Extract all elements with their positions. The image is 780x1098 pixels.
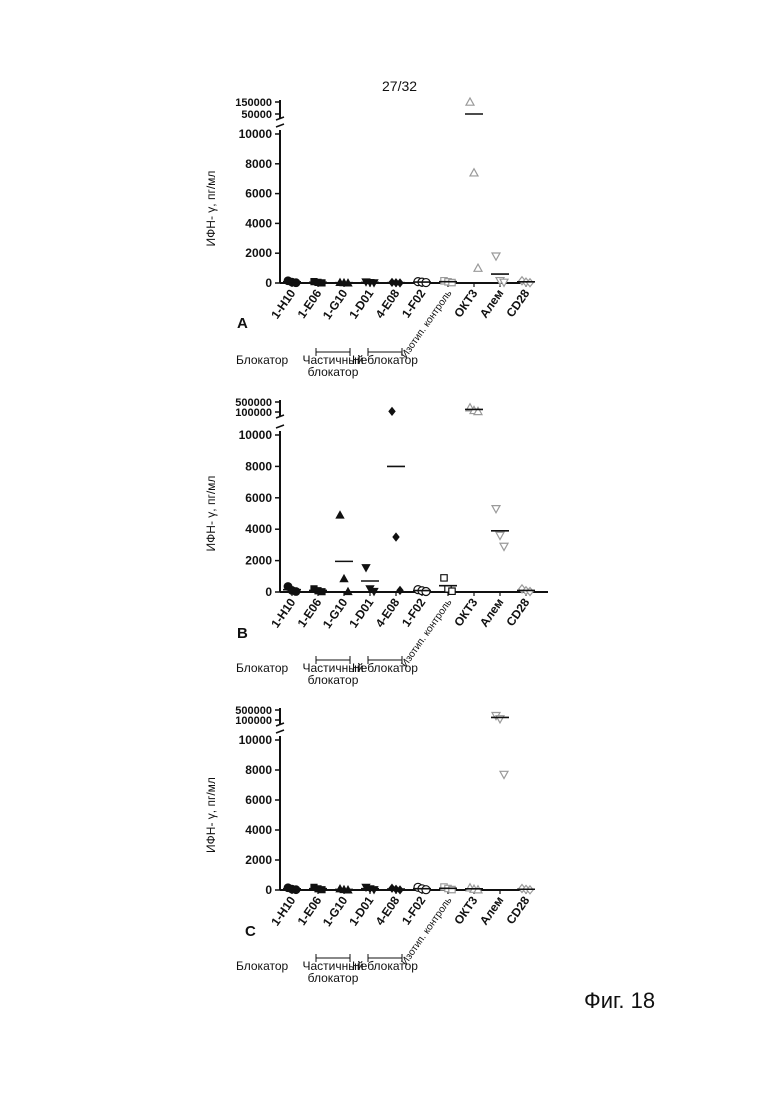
x-tick-label-1-h10: 1-H10 (268, 286, 298, 321)
axis-break-mark (276, 117, 284, 127)
x-tick-label-4-e08: 4-E08 (373, 893, 403, 928)
x-tick-label-1-g10: 1-G10 (320, 893, 351, 929)
group-label-неблокатор: Неблокатор (352, 661, 418, 675)
x-tick-label-1-f02: 1-F02 (399, 893, 429, 927)
y-tick-label: 8000 (245, 157, 272, 171)
y-axis-label: ИФН- γ, пг/мл (204, 777, 218, 853)
data-point-1-e06 (319, 588, 325, 594)
x-tick-label-1-e06: 1-E06 (295, 286, 325, 321)
data-point-1-h10 (292, 279, 300, 287)
x-tick-label-1-d01: 1-D01 (346, 595, 376, 630)
y-tick-label-top: 50000 (241, 109, 272, 121)
x-tick-label-cd28: CD28 (503, 595, 532, 628)
group-label-неблокатор: Неблокатор (352, 353, 418, 367)
data-point-1-e06 (319, 887, 325, 893)
y-tick-label: 6000 (245, 793, 272, 807)
data-point-1-h10 (292, 588, 300, 596)
x-tick-label-cd28: CD28 (503, 286, 532, 319)
group-label-частичный-блокатор: блокатор (308, 673, 359, 687)
y-tick-label: 8000 (245, 763, 272, 777)
data-point-4-e08 (393, 533, 399, 541)
x-tick-label-алем: Алем (477, 287, 507, 321)
x-tick-label-окт3: ОКТ3 (451, 893, 480, 927)
y-axis-label: ИФН- γ, пг/мл (204, 476, 218, 552)
data-point-окт3 (474, 264, 482, 271)
y-tick-label: 6000 (245, 491, 272, 505)
data-point-окт3 (466, 98, 474, 105)
data-point-изотип-контроль (449, 588, 455, 594)
y-tick-label: 8000 (245, 459, 272, 473)
chart-panel-a: 0 2000 4000 6000 8000 10000 50000150000 ИФН- γ,… (0, 90, 780, 390)
group-label-блокатор: Блокатор (236, 353, 289, 367)
x-tick-label-1-g10: 1-G10 (320, 286, 351, 322)
x-tick-label-1-e06: 1-E06 (295, 595, 325, 630)
x-tick-label-1-f02: 1-F02 (399, 286, 429, 320)
x-tick-label-1-f02: 1-F02 (399, 595, 429, 629)
y-tick-label-top: 500000 (235, 397, 272, 409)
data-point-изотип-контроль (449, 279, 455, 285)
x-tick-label-алем: Алем (477, 894, 507, 928)
y-tick-label: 0 (265, 276, 272, 290)
data-point-4-e08 (397, 586, 403, 594)
y-tick-label: 2000 (245, 554, 272, 568)
data-point-1-g10 (336, 511, 344, 518)
y-tick-label: 10000 (239, 733, 273, 747)
group-label-частичный-блокатор: блокатор (308, 365, 359, 379)
y-tick-label: 4000 (245, 216, 272, 230)
x-tick-label-1-g10: 1-G10 (320, 595, 351, 631)
y-tick-label: 0 (265, 883, 272, 897)
x-tick-label-алем: Алем (477, 596, 507, 630)
x-tick-label-1-d01: 1-D01 (346, 286, 376, 321)
y-tick-label: 10000 (239, 428, 273, 442)
x-tick-label-окт3: ОКТ3 (451, 595, 480, 629)
x-tick-label-1-h10: 1-H10 (268, 595, 298, 630)
figure-caption: Фиг. 18 (584, 988, 655, 1014)
y-tick-label: 6000 (245, 187, 272, 201)
x-tick-label-окт3: ОКТ3 (451, 286, 480, 320)
data-point-1-h10 (292, 886, 300, 894)
y-tick-label: 2000 (245, 853, 272, 867)
y-tick-label: 4000 (245, 823, 272, 837)
y-tick-label-top: 150000 (235, 97, 272, 109)
data-point-1-d01 (362, 564, 370, 571)
axis-break-mark (276, 415, 284, 428)
x-tick-label-1-e06: 1-E06 (295, 893, 325, 928)
x-tick-label-cd28: CD28 (503, 893, 532, 926)
y-tick-label-top: 500000 (235, 705, 272, 717)
panel-label: B (237, 625, 248, 642)
data-point-1-f02 (422, 886, 430, 894)
data-point-изотип-контроль (449, 886, 455, 892)
data-point-алем (500, 543, 508, 550)
data-point-окт3 (470, 169, 478, 176)
data-point-изотип-контроль (441, 575, 447, 581)
axis-break-mark (276, 723, 284, 733)
panel-label: A (237, 315, 248, 332)
y-tick-label: 10000 (239, 127, 273, 141)
group-label-частичный-блокатор: блокатор (308, 971, 359, 985)
x-tick-label-1-d01: 1-D01 (346, 893, 376, 928)
data-point-4-e08 (389, 407, 395, 415)
data-point-алем (492, 506, 500, 513)
chart-panel-b: 0200040006000800010000100000500000ИФН- γ… (0, 390, 780, 700)
panel-label: C (245, 923, 256, 940)
y-tick-label: 2000 (245, 246, 272, 260)
chart-panel-c: 0200040006000800010000100000500000ИФН- γ… (0, 700, 780, 1000)
data-point-1-f02 (422, 588, 430, 596)
y-tick-label: 0 (265, 585, 272, 599)
data-point-алем (496, 532, 504, 539)
x-tick-label-4-e08: 4-E08 (373, 595, 403, 630)
data-point-алем (500, 771, 508, 778)
group-label-блокатор: Блокатор (236, 661, 289, 675)
y-tick-label: 4000 (245, 522, 272, 536)
group-label-блокатор: Блокатор (236, 959, 289, 973)
group-label-неблокатор: Неблокатор (352, 959, 418, 973)
x-tick-label-4-e08: 4-E08 (373, 286, 403, 321)
data-point-алем (492, 253, 500, 260)
y-axis-label: ИФН- γ, пг/мл (204, 171, 218, 247)
x-tick-label-1-h10: 1-H10 (268, 893, 298, 928)
data-point-1-g10 (340, 575, 348, 582)
